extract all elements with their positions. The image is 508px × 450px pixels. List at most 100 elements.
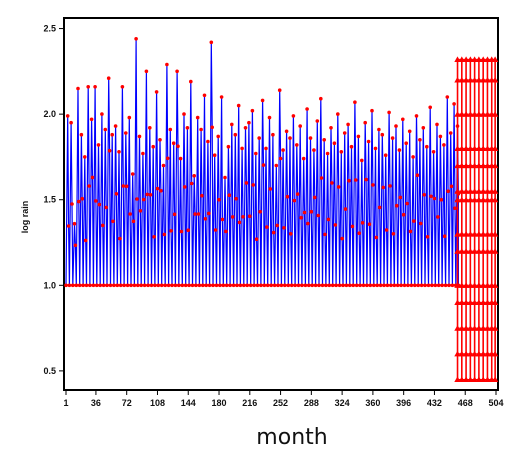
observed-point: [125, 283, 130, 288]
observed-point: [442, 143, 446, 147]
observed-point: [146, 283, 150, 288]
observed-point: [374, 235, 379, 240]
observed-point: [426, 283, 431, 288]
observed-point: [315, 119, 320, 123]
y-tick-label: 0.5: [43, 366, 56, 376]
observed-point: [289, 232, 293, 236]
observed-point: [244, 181, 249, 185]
observed-point: [449, 184, 454, 189]
observed-point: [194, 283, 198, 288]
observed-point: [178, 156, 183, 161]
observed-point: [64, 283, 68, 288]
x-axis-label: month: [256, 425, 327, 450]
observed-point: [350, 224, 355, 229]
observed-point: [404, 141, 409, 145]
observed-point: [347, 178, 351, 183]
observed-point: [301, 156, 306, 161]
observed-point: [323, 232, 327, 237]
observed-point: [165, 62, 169, 67]
observed-point: [354, 283, 359, 288]
observed-point: [295, 143, 299, 147]
observed-point: [183, 283, 188, 288]
observed-point: [348, 283, 352, 288]
observed-line: [65, 38, 459, 286]
observed-point: [292, 198, 297, 203]
observed-point: [115, 283, 120, 288]
observed-point: [156, 283, 161, 288]
observed-point: [107, 148, 112, 153]
x-tick-label: 432: [427, 398, 442, 408]
observed-point: [117, 150, 121, 154]
observed-point: [267, 115, 272, 120]
observed-point: [295, 192, 300, 196]
observed-point: [72, 221, 77, 226]
observed-point: [269, 283, 274, 288]
observed-point: [136, 283, 140, 288]
observed-point: [302, 210, 307, 215]
observed-point: [144, 69, 149, 74]
observed-point: [405, 201, 409, 206]
observed-point: [282, 226, 286, 230]
observed-point: [446, 189, 450, 193]
observed-point: [84, 283, 89, 288]
observed-point: [73, 243, 78, 248]
observed-point: [66, 224, 71, 228]
simulated-marker: [454, 376, 461, 382]
simulated-marker: [454, 231, 461, 237]
observed-point: [193, 212, 197, 216]
observed-point: [363, 120, 368, 125]
observed-point: [131, 219, 136, 224]
x-tick-label: 288: [304, 398, 319, 408]
observed-point: [200, 193, 204, 198]
observed-point: [425, 144, 429, 149]
observed-point: [210, 125, 214, 130]
observed-point: [382, 283, 386, 288]
observed-point: [137, 134, 142, 139]
observed-point: [384, 228, 389, 232]
observed-point: [276, 283, 280, 288]
observed-point: [127, 115, 132, 120]
observed-point: [378, 283, 383, 288]
observed-point: [162, 232, 167, 237]
observed-point: [111, 219, 115, 224]
observed-point: [247, 120, 251, 125]
observed-point: [296, 283, 301, 288]
observed-point: [349, 144, 354, 149]
observed-point: [83, 155, 87, 159]
observed-point: [159, 283, 164, 288]
observed-point: [65, 114, 70, 118]
simulated-marker: [454, 56, 461, 62]
observed-point: [312, 148, 316, 152]
observed-point: [155, 186, 160, 191]
observed-point: [195, 115, 200, 120]
observed-point: [344, 283, 349, 288]
simulated-marker: [454, 248, 461, 254]
observed-point: [235, 283, 239, 288]
observed-point: [419, 283, 424, 288]
observed-point: [377, 127, 381, 132]
x-tick-label: 144: [181, 398, 196, 408]
observed-point: [148, 126, 152, 130]
observed-point: [360, 221, 365, 225]
observed-point: [161, 163, 166, 168]
observed-point: [320, 283, 325, 288]
observed-point: [310, 283, 315, 288]
observed-point: [224, 229, 228, 234]
observed-point: [448, 131, 453, 135]
observed-point: [368, 283, 373, 288]
observed-point: [248, 283, 253, 288]
observed-point: [260, 98, 265, 103]
y-tick-label: 1.5: [43, 195, 56, 205]
observed-point: [358, 283, 362, 288]
observed-point: [442, 234, 447, 238]
observed-point: [124, 184, 129, 189]
observed-point: [187, 283, 191, 288]
observed-point: [391, 232, 396, 236]
observed-point: [423, 283, 427, 288]
observed-point: [108, 283, 113, 288]
observed-point: [132, 283, 137, 288]
observed-point: [399, 283, 403, 288]
series-simulated: [454, 56, 499, 382]
observed-point: [387, 110, 391, 115]
